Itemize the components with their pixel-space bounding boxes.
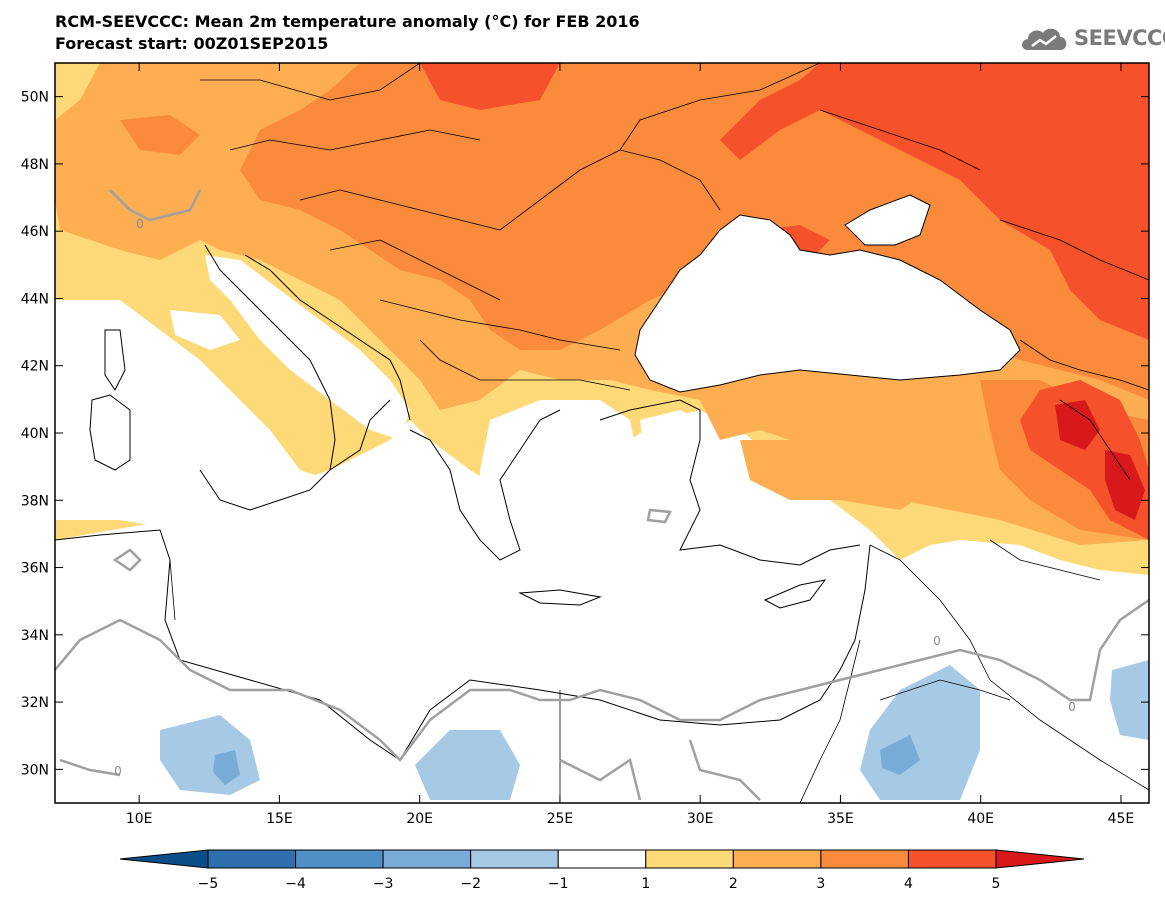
coastline-turkey <box>599 399 861 566</box>
coastline-adriatic-east <box>244 254 411 421</box>
colorbar-swatch <box>645 849 734 869</box>
azov-sea <box>844 194 931 246</box>
coastline-crete <box>518 589 602 606</box>
lon-tick-label: 40E <box>967 811 994 827</box>
colorbar-label: −5 <box>198 876 219 892</box>
coastline-africa <box>55 529 871 761</box>
anomaly-band-4-5 <box>420 63 560 110</box>
lat-tick-label: 48N <box>21 157 49 173</box>
colorbar-swatch <box>907 849 997 869</box>
neutral-region-anatolia <box>640 410 770 530</box>
anomaly-band-neg-2-3-arabia <box>880 735 920 775</box>
lat-tick-label: 36N <box>21 561 49 577</box>
lat-tick-label: 44N <box>21 291 49 307</box>
anomaly-band-3-4-west <box>120 115 200 155</box>
lon-tick-label: 15E <box>266 811 293 827</box>
anomaly-band-4-5-northeast <box>720 63 1149 340</box>
lat-tick-label: 46N <box>21 224 49 240</box>
anomaly-band-neg-1-2-east <box>1110 660 1149 740</box>
contour-label: 0 <box>136 217 144 231</box>
colorbar-label: −3 <box>373 876 394 892</box>
coastline-cyprus <box>763 579 827 609</box>
lat-tick-label: 42N <box>21 359 49 375</box>
coastline-greece <box>409 409 561 561</box>
map-subtitle: Forecast start: 00Z01SEP2015 <box>55 34 329 53</box>
lon-tick-label: 35E <box>827 811 854 827</box>
contour-label: 0 <box>1068 700 1076 714</box>
longitude-axis: 10E 15E 20E 25E 30E 35E 40E 45E <box>126 63 1134 827</box>
lat-tick-label: 50N <box>21 90 49 106</box>
colorbar-label: −1 <box>548 876 569 892</box>
black-sea <box>634 214 1021 393</box>
country-borders <box>169 63 1149 803</box>
contour-label: 0 <box>114 764 122 778</box>
colorbar-swatch <box>470 849 559 869</box>
anomaly-band-neg-2-3-libya <box>213 750 240 785</box>
coastline-italy <box>199 244 391 511</box>
lat-tick-label: 30N <box>21 762 49 778</box>
neutral-spot-italy <box>170 310 240 350</box>
lon-tick-label: 20E <box>406 811 433 827</box>
anomaly-band-above-5 <box>1055 400 1100 450</box>
colorbar-label: −4 <box>285 876 306 892</box>
cloud-logo-icon <box>1022 28 1067 50</box>
colorbar-label: 3 <box>816 876 825 892</box>
colorbar-label: −2 <box>460 876 481 892</box>
colorbar-swatch <box>207 849 297 869</box>
seevccc-logo: SEEVCCC <box>1018 20 1165 56</box>
colorbar-swatch <box>557 849 647 869</box>
colorbar-low-arrow <box>119 849 209 869</box>
anomaly-band-neg-1-2-egypt <box>415 730 520 800</box>
colorbar-swatch <box>382 849 472 869</box>
logo-text: SEEVCCC <box>1074 26 1165 50</box>
map-field <box>55 63 1149 803</box>
zero-contour-line <box>55 189 1149 801</box>
map-title: RCM-SEEVCCC: Mean 2m temperature anomaly… <box>55 12 640 31</box>
contour-label: 0 <box>933 634 941 648</box>
colorbar-swatch <box>820 849 909 869</box>
lat-tick-label: 34N <box>21 628 49 644</box>
anomaly-band-2-3-anatolia <box>740 440 930 510</box>
lat-tick-label: 32N <box>21 695 49 711</box>
colorbar-label: 2 <box>729 876 738 892</box>
colorbar-high-arrow <box>995 849 1085 869</box>
lat-tick-label: 40N <box>21 426 49 442</box>
colorbar-label: 5 <box>992 876 1001 892</box>
colorbar-swatch <box>295 849 384 869</box>
latitude-axis: 50N 48N 46N 44N 42N 40N 38N 36N 34N 32N 30N <box>21 90 1149 778</box>
colorbar-label: 4 <box>904 876 913 892</box>
lon-tick-label: 30E <box>687 811 714 827</box>
neutral-region-adriatic <box>205 255 410 440</box>
lon-tick-label: 25E <box>547 811 574 827</box>
lon-tick-label: 10E <box>126 811 153 827</box>
contour-labels: 0 0 0 0 <box>114 217 1076 778</box>
coastline-sardinia <box>89 394 131 471</box>
coastline-corsica <box>104 329 126 391</box>
colorbar-swatch <box>732 849 822 869</box>
lon-tick-label: 45E <box>1108 811 1135 827</box>
lat-tick-label: 38N <box>21 493 49 509</box>
colorbar-label: 1 <box>641 876 650 892</box>
anomaly-band-above-5-east <box>1105 450 1145 520</box>
colorbar: −5 −4 −3 −2 −1 1 2 3 4 5 <box>119 849 1085 892</box>
neutral-region-aegean <box>480 400 650 590</box>
